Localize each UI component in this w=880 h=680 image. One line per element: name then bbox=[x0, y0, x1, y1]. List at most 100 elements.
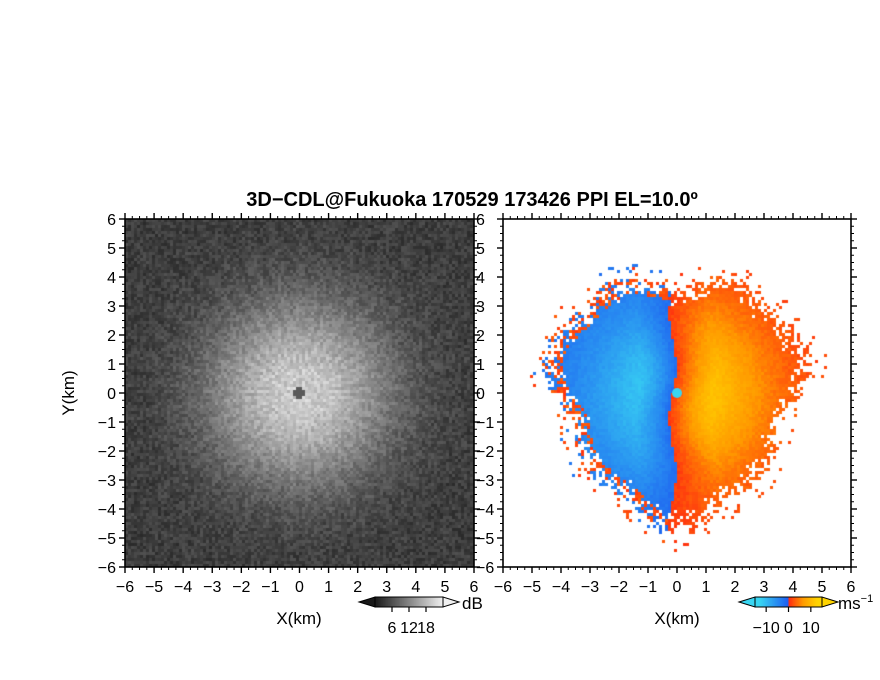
colorbar-segment bbox=[784, 597, 786, 607]
y-tick-label: 3 bbox=[107, 299, 116, 316]
colorbar-segment bbox=[418, 597, 420, 607]
colorbar-segment bbox=[790, 597, 793, 607]
x-tick-label: 1 bbox=[324, 579, 333, 596]
colorbar-segment bbox=[761, 597, 764, 607]
colorbar-segment bbox=[776, 597, 778, 607]
y-tick-label: −3 bbox=[98, 473, 116, 490]
x-tick-label: −1 bbox=[639, 579, 657, 596]
colorbar-segment bbox=[780, 597, 783, 607]
colorbar-segment bbox=[789, 597, 792, 607]
colorbar-segment bbox=[766, 597, 768, 607]
x-tick-label: 3 bbox=[382, 579, 391, 596]
colorbar-segment bbox=[399, 597, 402, 607]
colorbar-segment bbox=[805, 597, 807, 607]
y-tick-label: −6 bbox=[98, 560, 116, 577]
x-tick-label: 5 bbox=[440, 579, 449, 596]
y-tick-label: 0 bbox=[107, 386, 116, 403]
colorbar-segment bbox=[375, 597, 377, 607]
colorbar-segment bbox=[432, 597, 435, 607]
colorbar-segment bbox=[798, 597, 801, 607]
colorbar-segment bbox=[760, 597, 763, 607]
chart-title: 3D−CDL@Fukuoka 170529 173426 PPI EL=10.0… bbox=[246, 189, 698, 211]
y-tick-label: 1 bbox=[107, 357, 116, 374]
colorbar-segment bbox=[390, 597, 393, 607]
y-tick-label-right: −5 bbox=[476, 531, 494, 548]
velocity-colorbar: −10 0 10 ms−1 bbox=[737, 593, 874, 637]
colorbar-segment bbox=[381, 597, 384, 607]
x-tick-label: −4 bbox=[552, 579, 570, 596]
colorbar-segment bbox=[414, 597, 417, 607]
colorbar-segment bbox=[412, 597, 415, 607]
colorbar-segment bbox=[786, 597, 788, 607]
y-tick-label-right: −6 bbox=[476, 560, 494, 577]
colorbar-segment bbox=[788, 597, 791, 607]
colorbar-segment bbox=[392, 597, 394, 607]
y-tick-label: 6 bbox=[107, 212, 116, 229]
x-tick-label: 2 bbox=[353, 579, 362, 596]
colorbar-segment bbox=[426, 597, 428, 607]
colorbar-segment bbox=[428, 597, 430, 607]
colorbar-segment bbox=[796, 597, 798, 607]
colorbar-tick-label: 12 bbox=[400, 620, 418, 637]
colorbar-segment bbox=[416, 597, 419, 607]
colorbar-segment bbox=[429, 597, 432, 607]
colorbar-segment bbox=[768, 597, 771, 607]
colorbar-segment bbox=[406, 597, 409, 607]
colorbar-segment bbox=[440, 597, 443, 607]
colorbar-segment bbox=[395, 597, 398, 607]
x-tick-label: 6 bbox=[847, 579, 856, 596]
y-tick-label: −4 bbox=[98, 502, 116, 519]
colorbar-segment bbox=[410, 597, 412, 607]
colorbar-tick-label: 6 bbox=[388, 620, 397, 637]
colorbar-segment bbox=[415, 597, 418, 607]
y-tick-label-right: 5 bbox=[476, 241, 485, 258]
colorbar-segment bbox=[379, 597, 382, 607]
reflectivity-plot-frame bbox=[124, 218, 475, 568]
colorbar-segment bbox=[803, 597, 805, 607]
colorbar-segment bbox=[759, 597, 762, 607]
colorbar-segment bbox=[409, 597, 411, 607]
colorbar-segment bbox=[405, 597, 408, 607]
colorbar-segment bbox=[809, 597, 812, 607]
y-tick-label-right: 4 bbox=[476, 270, 485, 287]
reflectivity-heatmap bbox=[125, 219, 474, 567]
colorbar-segment bbox=[421, 597, 424, 607]
colorbar-segment bbox=[439, 597, 442, 607]
colorbar-segment bbox=[778, 597, 781, 607]
colorbar-segment bbox=[819, 597, 822, 607]
colorbar-segment bbox=[808, 597, 811, 607]
y-tick-label-right: 3 bbox=[476, 299, 485, 316]
colorbar-segment bbox=[398, 597, 401, 607]
x-tick-label: 6 bbox=[470, 579, 479, 596]
colorbar-unit-exponent: −1 bbox=[861, 593, 874, 605]
reflectivity-panel: −6 −5 −4 −3 −2 −1 0 1 2 3 4 5 6−6 −6−5 −5−4 −4−3 −3−2 −2−… bbox=[59, 212, 494, 628]
colorbar-segment bbox=[785, 597, 787, 607]
colorbar-unit: dB bbox=[462, 594, 483, 613]
x-tick-label: −3 bbox=[581, 579, 599, 596]
colorbar-segment bbox=[801, 597, 804, 607]
doppler-velocity-panel: −6 −5 −4 −3 −2 −1 0 1 2 3 4 5 6 X(km) bbox=[494, 213, 857, 628]
y-tick-label-right: −1 bbox=[476, 415, 494, 432]
colorbar-segment bbox=[384, 597, 386, 607]
colorbar-segment bbox=[775, 597, 777, 607]
colorbar-segment bbox=[763, 597, 766, 607]
colorbar-segment bbox=[755, 597, 757, 607]
y-tick-label-right: −3 bbox=[476, 473, 494, 490]
x-tick-label: −6 bbox=[494, 579, 512, 596]
colorbar-segment bbox=[403, 597, 405, 607]
reflectivity-colorbar: 6 12 18 dB bbox=[357, 594, 483, 637]
colorbar-segment bbox=[807, 597, 810, 607]
colorbar-segment bbox=[397, 597, 400, 607]
colorbar-high-arrow bbox=[442, 596, 461, 608]
colorbar-segment bbox=[773, 597, 776, 607]
colorbar-segment bbox=[791, 597, 794, 607]
colorbar-segment bbox=[393, 597, 395, 607]
y-tick-label: 5 bbox=[107, 241, 116, 258]
colorbar-segment bbox=[782, 597, 785, 607]
colorbar-segment bbox=[792, 597, 795, 607]
velocity-heatmap bbox=[503, 219, 851, 567]
colorbar-segment bbox=[757, 597, 759, 607]
colorbar-segment bbox=[423, 597, 426, 607]
y-tick-label-right: 6 bbox=[476, 212, 485, 229]
